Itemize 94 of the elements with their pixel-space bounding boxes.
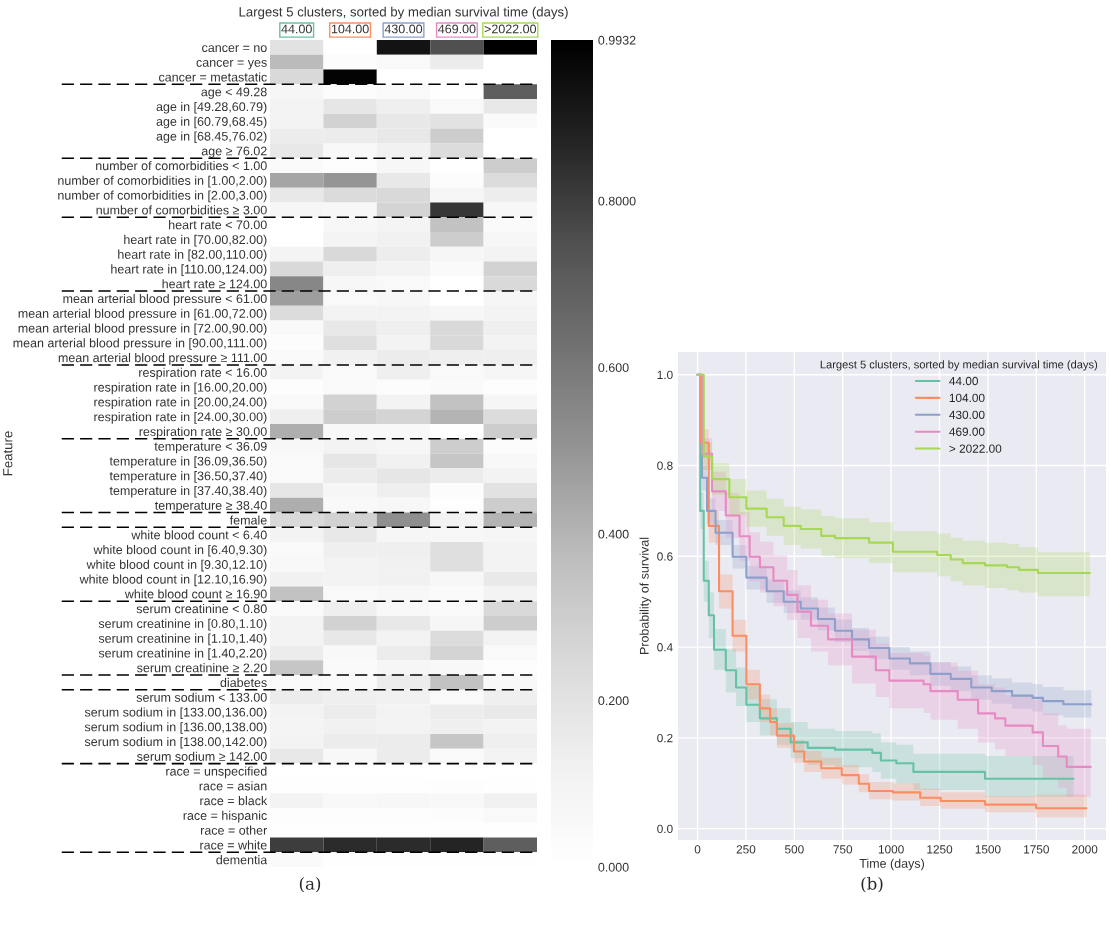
y-tick-label: diabetes: [220, 677, 267, 688]
legend-label: 430.00: [949, 410, 985, 420]
y-tick-label: mean arterial blood pressure in [90.00,111.00): [13, 338, 267, 350]
y-tick-label: mean arterial blood pressure in [72.00,90.00): [18, 323, 267, 336]
color-bar-label: 0.600: [598, 363, 629, 373]
y-tick-label: heart rate in [82.00,110.00): [118, 249, 267, 262]
color-bar-label: 0.200: [598, 696, 629, 706]
y-tick-label: heart rate ≥ 124.00: [162, 279, 267, 289]
y-tick-label: race = white: [200, 840, 267, 850]
y-tick-label: white blood count in [6.40,9.30): [93, 544, 267, 557]
y-tick-label: female: [229, 515, 267, 525]
color-bar-label: 0.400: [598, 529, 629, 539]
legend-label: 469.00: [949, 427, 985, 436]
y-tick-label: heart rate in [110.00,124.00): [111, 264, 267, 277]
y-tick-label: number of comorbidities ≥ 3.00: [96, 205, 267, 215]
legend-label: 44.00: [949, 376, 978, 386]
y-tick-label: cancer = metastatic: [159, 72, 267, 82]
y-tick-label: heart rate in [70.00,82.00): [124, 234, 267, 247]
y-tick-label: serum sodium in [136.00,138.00): [84, 722, 267, 734]
x-tick-label: 1500: [975, 845, 1001, 854]
x-tick-label: 469.00: [438, 24, 476, 34]
y-tick-label: race = other: [201, 825, 268, 835]
color-bar-label: 0.8000: [598, 196, 636, 206]
y-tick-label: serum creatinine in [0.80,1.10): [98, 618, 267, 631]
y-tick-label: 0.2: [657, 733, 673, 743]
legend-label: 104.00: [949, 393, 985, 403]
y-tick-label: white blood count ≥ 16.90: [124, 589, 267, 599]
x-axis-title: Time (days): [859, 858, 924, 871]
y-axis-title: Probability of survival: [639, 537, 652, 655]
y-tick-label: respiration rate < 16.00: [139, 367, 267, 380]
y-tick-label: race = unspecified: [166, 766, 267, 779]
text: (b): [861, 876, 883, 893]
y-tick-label: white blood count in [9.30,12.10): [86, 559, 267, 572]
y-tick-label: respiration rate in [20.00,24.00): [94, 397, 267, 409]
y-axis-title: Feature: [3, 431, 13, 476]
x-tick-label: 500: [784, 845, 804, 854]
y-tick-label: 1.0: [657, 370, 673, 380]
y-tick-label: respiration rate in [16.00,20.00): [94, 382, 267, 395]
x-tick-label: 2000: [1072, 845, 1098, 854]
y-tick-label: white blood count < 6.40: [131, 530, 267, 540]
y-tick-label: mean arterial blood pressure < 61.00: [63, 293, 267, 306]
x-tick-label: 250: [736, 845, 756, 854]
x-tick-label: 104.00: [331, 24, 369, 34]
x-tick-label: 1250: [927, 845, 953, 854]
legend-label: > 2022.00: [949, 444, 1002, 453]
y-tick-label: number of comorbidities < 1.00: [96, 161, 267, 171]
x-tick-label: >2022.00: [484, 24, 537, 34]
y-tick-label: dementia: [216, 855, 268, 865]
y-tick-label: serum sodium in [138.00,142.00): [84, 736, 267, 749]
y-tick-label: respiration rate ≥ 30.00: [139, 426, 267, 439]
color-bar-label: 0.000: [598, 862, 629, 872]
y-tick-label: mean arterial blood pressure ≥ 111.00: [58, 352, 267, 365]
chart-title: Largest 5 clusters, sorted by median survival time (days): [239, 6, 568, 20]
y-tick-label: race = hispanic: [183, 810, 267, 823]
y-tick-label: 0.6: [657, 552, 673, 561]
x-tick-label: 1000: [878, 845, 904, 854]
y-tick-label: temperature < 36.09: [154, 441, 267, 454]
y-tick-label: age in [49.28,60.79): [156, 101, 267, 114]
y-tick-label: serum sodium < 133.00: [136, 692, 267, 702]
y-tick-label: heart rate < 70.00: [169, 220, 267, 230]
y-tick-label: temperature in [36.09,36.50): [109, 456, 267, 469]
y-tick-label: serum sodium ≥ 142.00: [137, 751, 267, 761]
y-tick-label: age ≥ 76.02: [201, 146, 267, 158]
y-tick-label: serum sodium in [133.00,136.00): [84, 707, 267, 720]
y-tick-label: cancer = no: [202, 45, 267, 53]
y-tick-label: age in [68.45,76.02): [156, 131, 267, 144]
y-tick-label: mean arterial blood pressure in [61.00,72.00): [18, 308, 267, 321]
y-tick-label: number of comorbidities in [2.00,3.00): [58, 190, 267, 203]
y-tick-label: white blood count in [12.10,16.90): [79, 574, 267, 587]
y-tick-label: race = black: [200, 796, 268, 806]
y-tick-label: serum creatinine in [1.10,1.40): [98, 633, 267, 646]
y-tick-label: serum creatinine in [1.40,2.20): [98, 648, 267, 660]
legend-title: Largest 5 clusters, sorted by median survival time (days): [820, 360, 1098, 371]
y-tick-label: 0.0: [657, 824, 673, 834]
y-tick-label: 0.8: [657, 461, 673, 470]
y-tick-label: number of comorbidities in [1.00,2.00): [58, 175, 267, 188]
y-tick-label: respiration rate in [24.00,30.00): [94, 412, 267, 424]
x-tick-label: 44.00: [281, 24, 312, 34]
y-tick-label: age in [60.79,68.45): [156, 116, 267, 129]
y-tick-label: serum creatinine ≥ 2.20: [137, 663, 267, 673]
y-tick-label: 0.4: [657, 643, 673, 652]
y-tick-label: age < 49.28: [201, 87, 267, 99]
y-tick-label: race = asian: [199, 781, 267, 791]
color-bar-label: 0.9932: [598, 35, 636, 45]
y-tick-label: cancer = yes: [196, 59, 267, 70]
text: (a): [299, 876, 321, 893]
y-tick-label: temperature in [36.50,37.40): [109, 471, 267, 483]
y-tick-label: temperature ≥ 38.40: [154, 500, 267, 513]
x-tick-label: 1750: [1024, 845, 1049, 854]
y-tick-label: serum creatinine < 0.80: [136, 604, 267, 614]
x-tick-label: 0: [694, 845, 701, 854]
y-tick-label: temperature in [37.40,38.40): [109, 485, 267, 498]
x-tick-label: 750: [833, 845, 853, 854]
x-tick-label: 430.00: [384, 24, 423, 34]
